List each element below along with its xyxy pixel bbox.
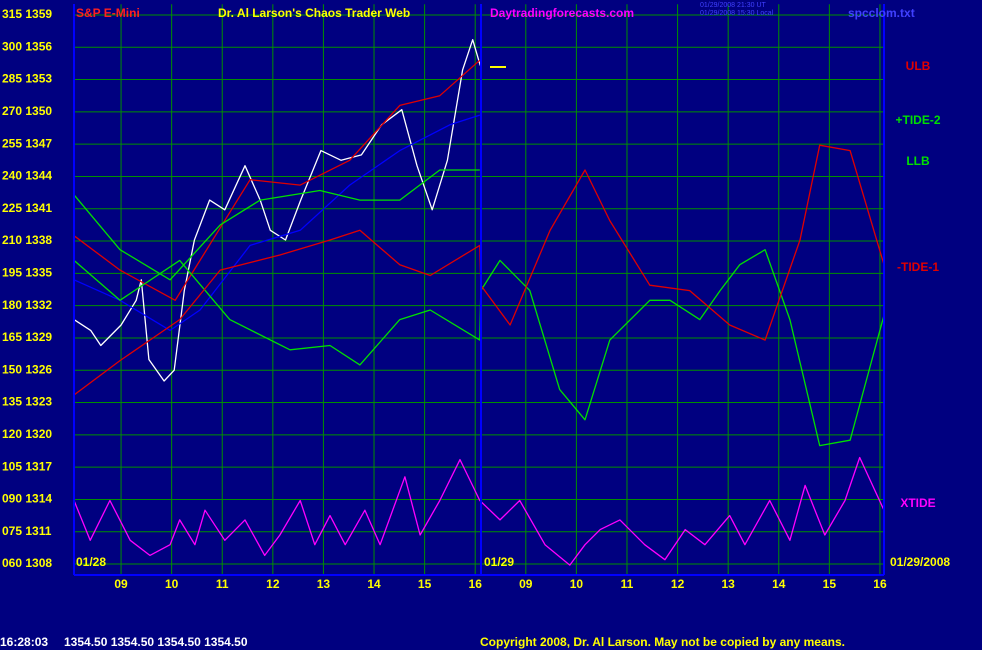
series-line [73, 169, 480, 281]
x-tick-label: 13 [317, 577, 331, 591]
x-tick-label: 15 [418, 577, 432, 591]
x-tick-label: 16 [469, 577, 483, 591]
series-line [73, 456, 885, 566]
legend-label: XTIDE [900, 496, 935, 510]
legend-label: -TIDE-1 [897, 260, 939, 274]
timestamp: 01/29/2008 21:30 UT [700, 2, 766, 9]
x-tick-label: 09 [114, 577, 128, 591]
y-tick-label: 180 1332 [2, 298, 52, 312]
series-lines [73, 39, 885, 566]
y-tick-label: 255 1347 [2, 136, 52, 150]
x-tick-label: 09 [519, 577, 533, 591]
file-name: spcclom.txt [848, 6, 915, 20]
date-label: 01/29 [484, 555, 514, 569]
chart-title: Dr. Al Larson's Chaos Trader Web [218, 6, 410, 20]
series-line [73, 144, 885, 396]
x-tick-label: 11 [621, 577, 634, 591]
y-tick-label: 240 1344 [2, 169, 52, 183]
x-tick-label: 11 [216, 577, 229, 591]
copyright: Copyright 2008, Dr. Al Larson. May not b… [480, 635, 845, 649]
y-tick-label: 270 1350 [2, 104, 52, 118]
x-tick-label: 14 [772, 577, 786, 591]
x-tick-label: 10 [570, 577, 584, 591]
y-tick-label: 075 1311 [2, 524, 52, 538]
x-tick-label: 12 [266, 577, 280, 591]
x-tick-label: 10 [165, 577, 179, 591]
series-line [73, 249, 885, 447]
website: Daytradingforecasts.com [490, 6, 634, 20]
instrument: S&P E-Mini [76, 6, 140, 20]
y-tick-label: 135 1323 [2, 395, 52, 409]
x-tick-label: 15 [823, 577, 837, 591]
x-tick-label: 13 [721, 577, 735, 591]
y-tick-label: 195 1335 [2, 266, 52, 280]
series-line [73, 59, 481, 301]
quote-values: 1354.50 1354.50 1354.50 1354.50 [64, 635, 248, 649]
y-tick-label: 090 1314 [2, 492, 52, 506]
y-tick-label: 060 1308 [2, 556, 52, 570]
legend-label: +TIDE-2 [895, 113, 940, 127]
date-label: 01/29/2008 [890, 555, 950, 569]
y-tick-label: 315 1359 [2, 7, 52, 21]
quote-time: 16:28:03 [0, 635, 48, 649]
y-tick-label: 150 1326 [2, 362, 52, 376]
legend-label: ULB [906, 59, 931, 73]
y-tick-label: 225 1341 [2, 201, 52, 215]
grid [74, 4, 884, 575]
y-tick-label: 285 1353 [2, 72, 52, 86]
date-label: 01/28 [76, 555, 106, 569]
x-tick-label: 16 [873, 577, 887, 591]
y-tick-label: 105 1317 [2, 459, 52, 473]
y-tick-label: 210 1338 [2, 233, 52, 247]
y-tick-label: 120 1320 [2, 427, 52, 441]
y-tick-label: 300 1356 [2, 39, 52, 53]
x-tick-label: 14 [367, 577, 381, 591]
series-line [73, 114, 481, 332]
timestamp: 01/29/2008 15:30 Local [700, 10, 774, 17]
y-tick-label: 165 1329 [2, 330, 52, 344]
legend-label: LLB [906, 154, 930, 168]
x-tick-label: 12 [671, 577, 685, 591]
